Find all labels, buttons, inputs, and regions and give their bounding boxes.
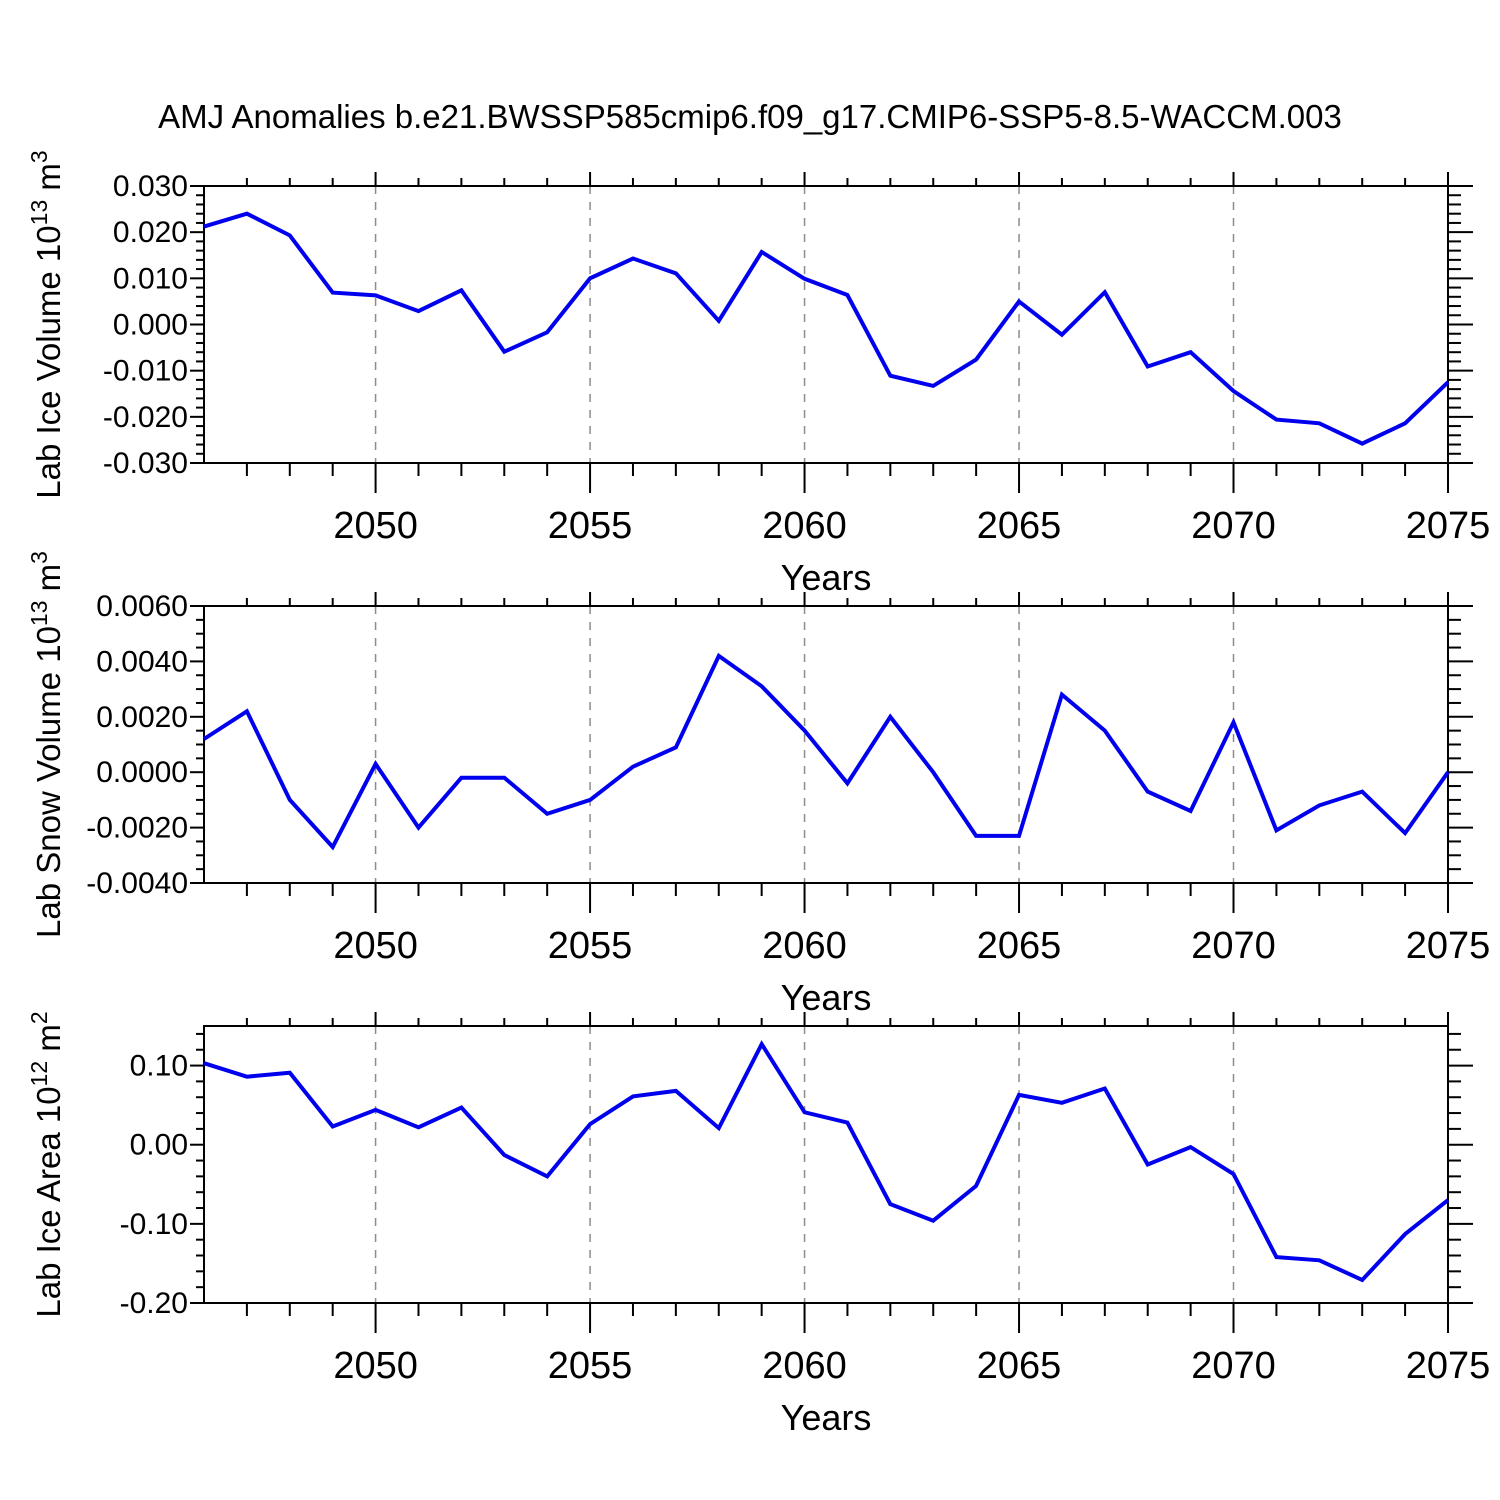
x-tick-label: 2065 (977, 1345, 1062, 1387)
y-tick-label: 0.020 (113, 216, 188, 249)
x-tick-label: 2060 (762, 1345, 847, 1387)
axis-box (203, 1025, 1449, 1304)
y-tick-label: 0.030 (113, 170, 188, 203)
x-tick-label: 2070 (1191, 925, 1276, 967)
x-tick-label: 2065 (977, 505, 1062, 547)
x-tick-label: 2060 (762, 925, 847, 967)
y-tick-label: 0.00 (130, 1129, 188, 1162)
y-tick-label: -0.0020 (86, 812, 188, 845)
x-axis-title: Years (781, 557, 872, 598)
x-tick-label: 2055 (548, 505, 633, 547)
x-tick-label: 2050 (333, 1345, 418, 1387)
x-tick-label: 2065 (977, 925, 1062, 967)
x-tick-label: 2070 (1191, 505, 1276, 547)
x-tick-label: 2060 (762, 505, 847, 547)
lab-ice-volume-line (203, 211, 1450, 446)
lab-snow-volume-line (202, 652, 1450, 851)
y-axis-title: Lab Ice Volume 1013 m3 (26, 150, 67, 498)
x-tick-label: 2055 (548, 1345, 633, 1387)
y-tick-label: -0.20 (120, 1287, 188, 1320)
x-tick-label: 2075 (1406, 1345, 1491, 1387)
x-tick-label: 2050 (333, 925, 418, 967)
y-axis-title: Lab Ice Area 1012 m2 (26, 1011, 67, 1317)
y-tick-label: -0.030 (103, 447, 188, 480)
x-tick-label: 2075 (1406, 925, 1491, 967)
y-tick-label: 0.0000 (96, 756, 188, 789)
y-tick-label: -0.0040 (86, 867, 188, 900)
y-tick-label: -0.010 (103, 355, 188, 388)
axis-box (203, 185, 1449, 464)
y-tick-label: -0.10 (120, 1208, 188, 1241)
y-tick-label: 0.000 (113, 309, 188, 342)
page-title: AMJ Anomalies b.e21.BWSSP585cmip6.f09_g1… (158, 98, 1342, 135)
y-tick-label: -0.020 (103, 401, 188, 434)
x-axis-title: Years (781, 1397, 872, 1438)
x-axis-title: Years (781, 977, 872, 1018)
y-tick-label: 0.10 (130, 1050, 188, 1083)
x-tick-label: 2075 (1406, 505, 1491, 547)
y-tick-label: 0.0020 (96, 701, 188, 734)
y-tick-label: 0.0060 (96, 590, 188, 623)
lab-ice-area-line (203, 1040, 1450, 1283)
y-tick-label: 0.010 (113, 262, 188, 295)
x-tick-label: 2055 (548, 925, 633, 967)
axis-box (203, 605, 1449, 884)
x-tick-label: 2050 (333, 505, 418, 547)
x-tick-label: 2070 (1191, 1345, 1276, 1387)
y-axis-title: Lab Snow Volume 1013 m3 (26, 551, 67, 938)
y-tick-label: 0.0040 (96, 645, 188, 678)
